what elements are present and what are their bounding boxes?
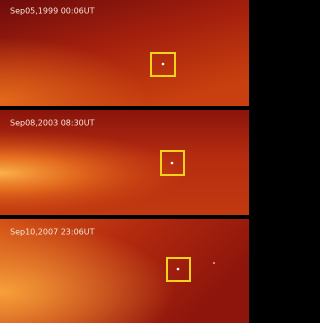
panel: Sep08,2003 08:30UT [0, 110, 249, 215]
panel: Sep05,1999 00:06UT [0, 0, 249, 106]
timestamp: Sep05,1999 00:06UT [10, 7, 95, 16]
panel: Sep10,2007 23:06UT [0, 219, 249, 323]
page: Sep05,1999 00:06UT Sep08,2003 08:30UT Se… [0, 0, 320, 323]
corona-glow [0, 0, 249, 106]
bright-point [177, 268, 180, 271]
image-stack: Sep05,1999 00:06UT Sep08,2003 08:30UT Se… [0, 0, 249, 323]
bright-point [171, 162, 174, 165]
separator [0, 215, 249, 219]
timestamp: Sep08,2003 08:30UT [10, 119, 95, 128]
separator [0, 106, 249, 110]
timestamp: Sep10,2007 23:06UT [10, 228, 95, 237]
star [213, 262, 215, 264]
bright-point [162, 63, 165, 66]
